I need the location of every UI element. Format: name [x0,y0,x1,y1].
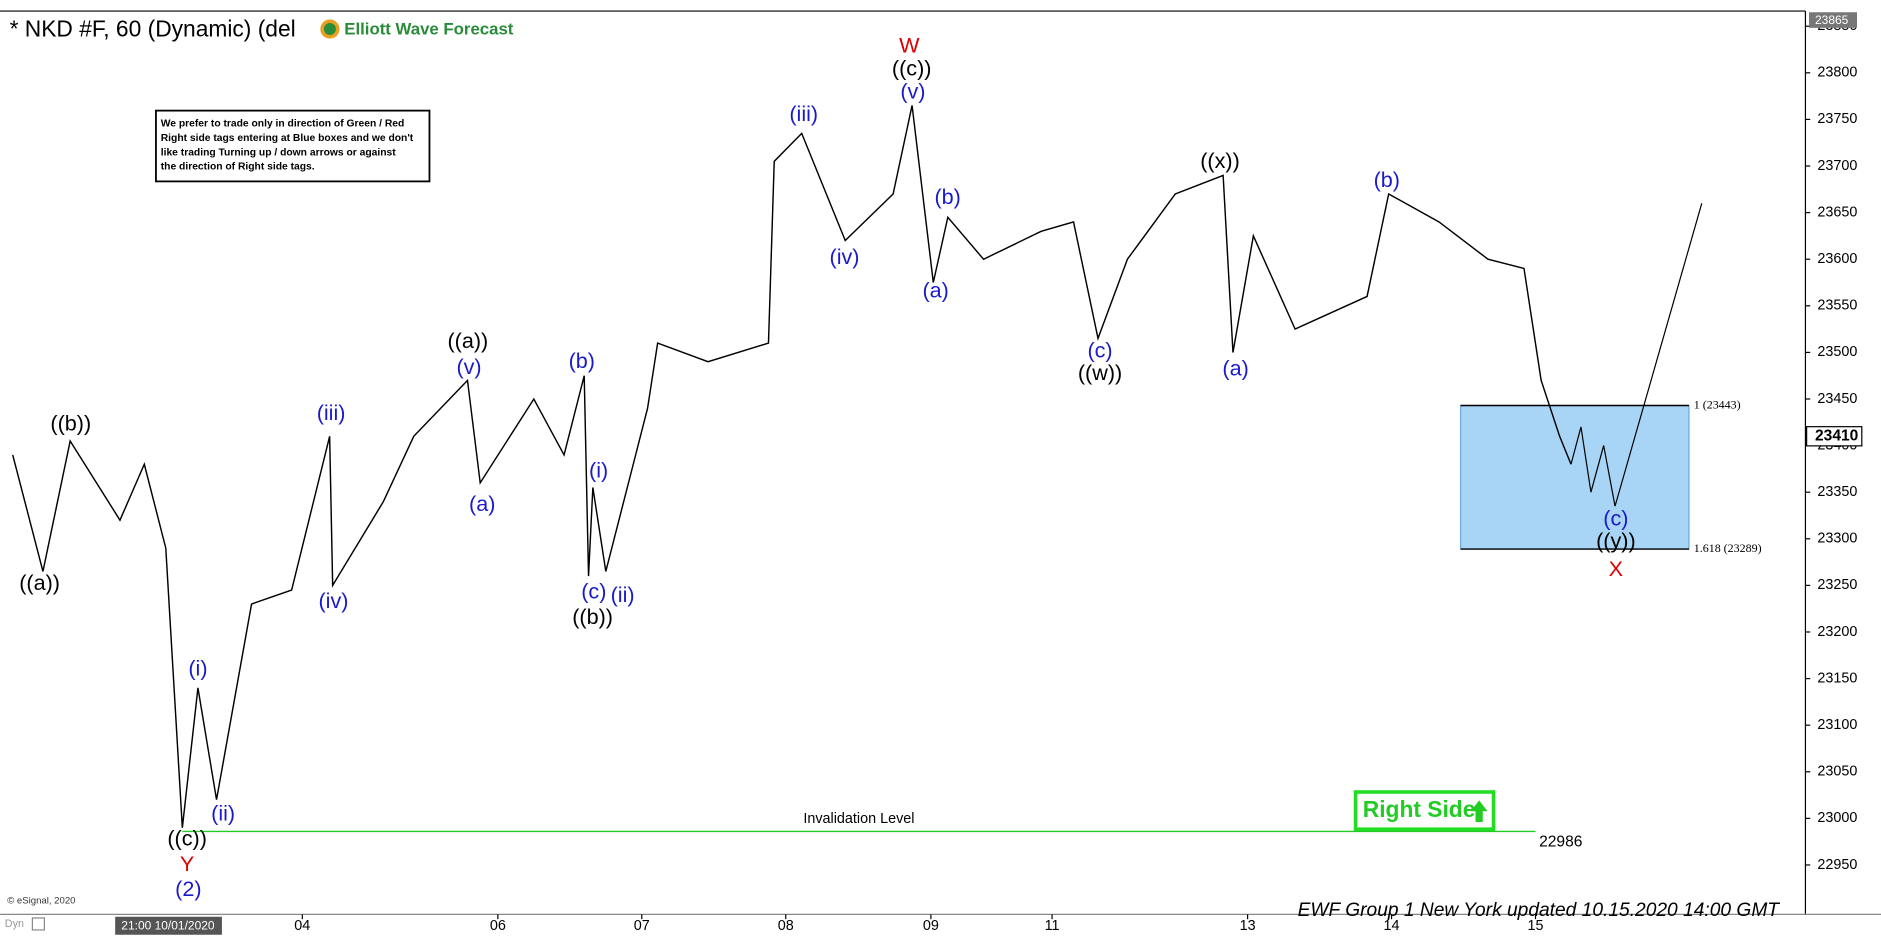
wave-label: (v) [900,78,925,103]
y-tick-label: 23300 [1817,531,1857,547]
wave-label: ((a)) [447,328,488,353]
last-price-bg [1806,426,1863,447]
wave-label: ((b)) [572,604,613,629]
y-tick-label: 23750 [1817,111,1857,127]
y-tick-label: 23050 [1817,764,1857,780]
wave-label: ((b)) [50,411,91,436]
y-tick-label: 23350 [1817,484,1857,500]
x-tick-label: 11 [1045,918,1060,934]
wave-label: (iii) [789,101,818,126]
y-tick-label: 23600 [1817,251,1857,267]
y-tick-label: 23150 [1817,670,1857,686]
note-line: the direction of Right side tags. [161,162,315,173]
note-line: like trading Turning up / down arrows or… [161,147,397,158]
note-box: We prefer to trade only in direction of … [155,109,431,183]
right-side-tag: Right Side [1353,790,1496,831]
wave-label: (ii) [211,800,235,825]
x-tick-label: 14 [1384,918,1400,934]
y-tick-label: 23800 [1817,65,1857,81]
note-line: We prefer to trade only in direction of … [161,119,405,130]
y-tick-label: 23250 [1817,577,1857,593]
wave-label: (b) [1374,167,1400,192]
right-side-frame [1353,790,1496,831]
x-tick-label: 07 [634,918,650,934]
wave-label: (v) [456,354,481,379]
wave-label: (iv) [830,244,860,269]
x-tick-label: 04 [294,918,310,934]
wave-label: (a) [923,277,949,302]
wave-label: (c) [1603,505,1628,530]
wave-label: (i) [589,457,608,482]
y-tick-label: 23000 [1817,810,1857,826]
x-tick-label: 09 [923,918,939,934]
wave-label: (b) [569,348,595,373]
corner-label: Dyn [5,918,24,930]
note-frame [155,109,431,183]
wave-label: (c) [581,579,606,604]
wave-label: (a) [469,491,495,516]
x-tick-label: 08 [778,918,794,934]
wave-label: W [899,33,920,58]
target-zone [1460,404,1690,550]
chart-title: * NKD #F, 60 (Dynamic) (del [10,15,296,41]
wave-label: (a) [1222,355,1248,380]
invalidation-text: Invalidation Level [803,811,914,827]
wave-label: ((a)) [19,570,60,595]
y-tick-label: 23650 [1817,204,1857,220]
cursor-label: 21:00 10/01/2020 [121,919,215,933]
invalidation-value: 22986 [1539,833,1582,850]
y-tick-label: 23500 [1817,344,1857,360]
y-tick-label: 23100 [1817,717,1857,733]
y-tick-label: 23700 [1817,158,1857,174]
corner-icon [31,917,45,931]
wave-label: (b) [935,184,961,209]
wave-label: (2) [175,876,201,901]
wave-label: ((w)) [1078,360,1122,385]
wave-label: ((c)) [892,56,932,81]
footer: EWF Group 1 New York updated 10.15.2020 … [1298,900,1781,921]
y-tick-label: 23200 [1817,624,1857,640]
x-tick-label: 13 [1240,918,1256,934]
wave-label: ((c)) [167,826,207,851]
wave-label: (iv) [319,588,349,613]
y-tick-label: 23550 [1817,298,1857,314]
y-tick-label: 22950 [1817,857,1857,873]
high-marker-bg [1809,12,1858,28]
high-marker: 23865 [1815,13,1849,27]
cursor-label-bg [115,916,222,935]
logo: Elliott Wave Forecast [314,14,525,44]
fib-level-label: 1.618 (23289) [1694,541,1762,555]
logo-icon-inner [323,23,336,36]
logo-text: Elliott Wave Forecast [344,20,514,39]
fib-level-label: 1 (23443) [1694,397,1741,411]
wave-label: Y [180,851,194,876]
price-line [12,105,1572,828]
projection-line [1570,203,1703,507]
wave-label: (iii) [317,400,346,425]
right-side-text: Right Side [1363,796,1476,822]
wave-label: (c) [1087,337,1112,362]
x-tick-label: 06 [490,918,506,934]
wave-label: ((x)) [1200,148,1240,173]
wave-label: (ii) [611,582,635,607]
wave-label: ((y)) [1596,528,1636,553]
y-tick-label: 23450 [1817,391,1857,407]
note-line: Right side tags entering at Blue boxes a… [161,133,414,144]
copyright: © eSignal, 2020 [7,896,75,907]
wave-label: X [1609,556,1623,581]
logo-bg [314,14,525,44]
last-price: 23410 [1815,427,1859,444]
wave-label: (i) [188,655,207,680]
x-tick-label: 15 [1528,918,1544,934]
